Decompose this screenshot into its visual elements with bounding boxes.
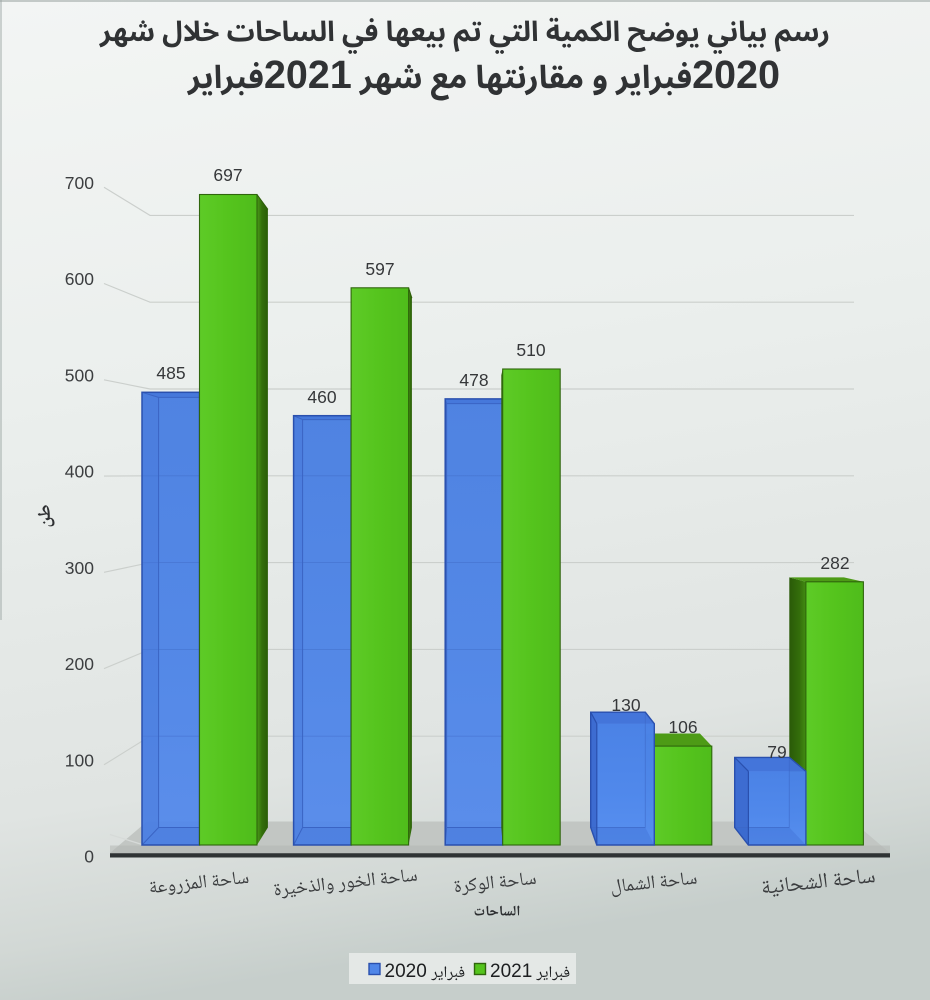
svg-text:100: 100 <box>65 750 94 770</box>
svg-text:697: 697 <box>213 165 242 185</box>
svg-text:130: 130 <box>611 695 640 715</box>
svg-text:700: 700 <box>65 173 94 193</box>
svg-text:282: 282 <box>820 553 849 573</box>
svg-text:478: 478 <box>459 370 488 390</box>
svg-text:500: 500 <box>65 365 94 385</box>
svg-text:485: 485 <box>156 363 185 383</box>
svg-text:2020: 2020 <box>385 961 427 982</box>
svg-text:79: 79 <box>767 742 786 762</box>
svg-text:2021: 2021 <box>490 961 532 982</box>
svg-text:460: 460 <box>307 387 336 407</box>
svg-text:300: 300 <box>65 558 94 578</box>
svg-text:106: 106 <box>668 717 697 737</box>
svg-text:600: 600 <box>65 269 94 289</box>
svg-text:510: 510 <box>516 340 545 360</box>
svg-text:200: 200 <box>65 654 94 674</box>
svg-text:0: 0 <box>84 847 94 867</box>
svg-text:400: 400 <box>65 462 94 482</box>
svg-text:597: 597 <box>365 259 394 279</box>
